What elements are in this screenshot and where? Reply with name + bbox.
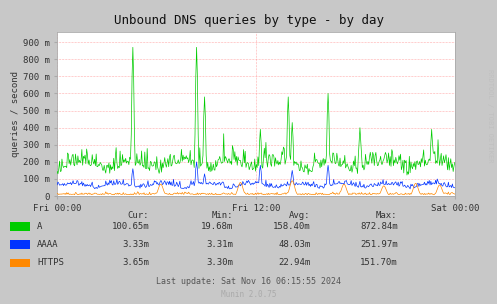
Text: 3.65m: 3.65m [122, 258, 149, 268]
Text: 3.31m: 3.31m [207, 240, 234, 249]
Text: 151.70m: 151.70m [360, 258, 398, 268]
Text: 22.94m: 22.94m [278, 258, 311, 268]
Text: Min:: Min: [212, 211, 234, 220]
Text: 3.33m: 3.33m [122, 240, 149, 249]
Text: 251.97m: 251.97m [360, 240, 398, 249]
Text: Cur:: Cur: [128, 211, 149, 220]
Text: AAAA: AAAA [37, 240, 59, 249]
Text: 19.68m: 19.68m [201, 222, 234, 231]
Text: A: A [37, 222, 43, 231]
Text: Munin 2.0.75: Munin 2.0.75 [221, 290, 276, 299]
Text: 872.84m: 872.84m [360, 222, 398, 231]
Text: 48.03m: 48.03m [278, 240, 311, 249]
Text: 3.30m: 3.30m [207, 258, 234, 268]
Text: Max:: Max: [376, 211, 398, 220]
Text: HTTPS: HTTPS [37, 258, 64, 268]
Text: 158.40m: 158.40m [273, 222, 311, 231]
Text: Avg:: Avg: [289, 211, 311, 220]
Text: RRDTOOL / TOBI OETIKER: RRDTOOL / TOBI OETIKER [487, 69, 493, 162]
Text: 100.65m: 100.65m [111, 222, 149, 231]
Y-axis label: queries / second: queries / second [11, 71, 20, 157]
Text: Last update: Sat Nov 16 06:15:55 2024: Last update: Sat Nov 16 06:15:55 2024 [156, 277, 341, 286]
Text: Unbound DNS queries by type - by day: Unbound DNS queries by type - by day [113, 14, 384, 27]
